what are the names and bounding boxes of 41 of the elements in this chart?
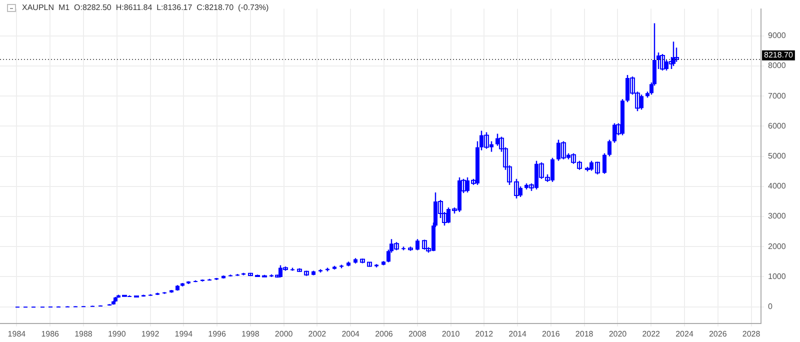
x-tick-label: 1994 — [174, 329, 194, 338]
x-tick-label: 1990 — [108, 329, 126, 338]
x-tick-label: 2008 — [408, 329, 427, 338]
x-tick-label: 2006 — [375, 329, 394, 338]
y-tick-label: 5000 — [768, 152, 786, 161]
x-tick-label: 1986 — [41, 329, 60, 338]
x-tick-label: 1992 — [141, 329, 160, 338]
y-tick-label: 1000 — [768, 272, 786, 281]
y-tick-label: 6000 — [768, 121, 786, 130]
x-tick-label: 1996 — [208, 329, 226, 338]
x-tick-label: 2018 — [575, 329, 594, 338]
candlestick — [660, 53, 665, 72]
candlestick — [422, 239, 427, 250]
candlestick — [602, 152, 606, 174]
y-tick-label: 8000 — [768, 61, 786, 70]
x-tick-label: 2020 — [608, 329, 628, 338]
x-tick-label: 2028 — [742, 329, 761, 338]
x-tick-label: 2014 — [508, 329, 527, 338]
x-tick-label: 2024 — [676, 329, 694, 338]
x-tick-label: 1988 — [74, 329, 93, 338]
x-tick-label: 2022 — [642, 329, 661, 338]
y-tick-label: 7000 — [768, 91, 786, 100]
y-tick-label: 9000 — [768, 31, 786, 40]
candlestick — [514, 178, 519, 200]
y-tick-label: 0 — [768, 302, 773, 312]
candlestick — [416, 238, 420, 251]
y-tick-label: 3000 — [768, 212, 786, 221]
chart-title: XAUPLN M1 O:8282.50 H:8611.84 L:8136.17 C:8218.70 (-0.73%) — [22, 3, 269, 12]
x-tick-label: 2026 — [708, 329, 728, 338]
x-tick-label: 2010 — [442, 329, 460, 338]
x-tick-label: 2000 — [274, 329, 294, 338]
ref-line-label: 8218.70 — [764, 50, 794, 60]
x-tick-label: 1998 — [242, 329, 260, 338]
x-tick-label: 2012 — [475, 329, 494, 338]
x-tick-label: 2016 — [542, 329, 560, 338]
x-tick-label: 1984 — [8, 329, 26, 338]
x-tick-label: 2002 — [308, 329, 327, 338]
y-tick-label: 2000 — [768, 242, 786, 251]
candlestick — [608, 139, 612, 157]
y-tick-label: 4000 — [768, 182, 786, 191]
x-tick-label: 2004 — [342, 329, 360, 338]
